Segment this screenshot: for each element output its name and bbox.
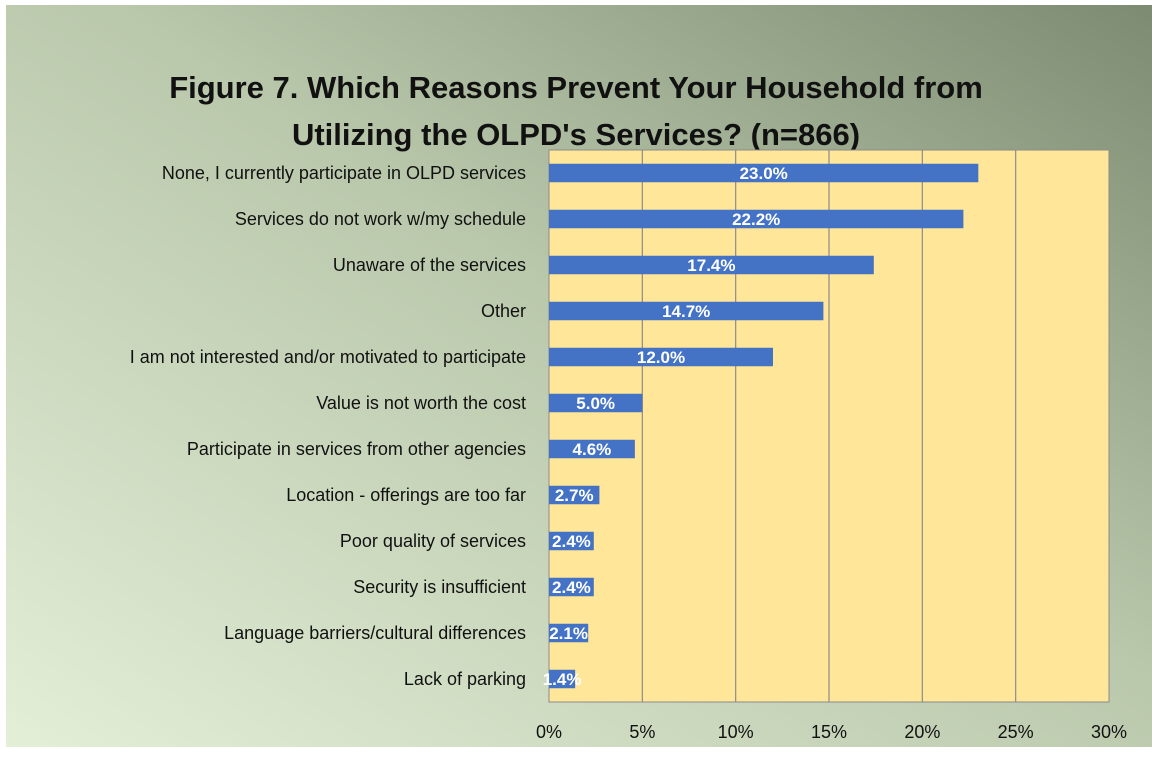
- category-label: Location - offerings are too far: [286, 485, 526, 505]
- x-tick-label: 20%: [904, 722, 940, 742]
- bars: [549, 163, 979, 689]
- x-tick-label: 5%: [629, 722, 655, 742]
- data-label: 14.7%: [662, 302, 710, 321]
- bar: [549, 209, 964, 229]
- data-label: 23.0%: [740, 164, 788, 183]
- data-label: 12.0%: [637, 348, 685, 367]
- category-label: Services do not work w/my schedule: [235, 209, 526, 229]
- gridlines: [641, 150, 1017, 702]
- x-tick-label: 25%: [998, 722, 1034, 742]
- data-label: 2.4%: [552, 532, 591, 551]
- x-tick-label: 30%: [1091, 722, 1127, 742]
- chart-title-line2: Utilizing the OLPD's Services? (n=866): [292, 117, 860, 152]
- bar: [549, 623, 589, 643]
- data-label: 2.4%: [552, 578, 591, 597]
- bar: [549, 163, 979, 183]
- bar: [549, 301, 824, 321]
- chart-title-line1: Figure 7. Which Reasons Prevent Your Hou…: [169, 70, 983, 105]
- category-label: Participate in services from other agenc…: [187, 439, 526, 459]
- bar: [549, 485, 600, 505]
- bar: [549, 577, 594, 597]
- category-label: Poor quality of services: [340, 531, 526, 551]
- category-label: I am not interested and/or motivated to …: [130, 347, 526, 367]
- bar: [549, 347, 773, 367]
- data-label: 2.1%: [549, 624, 588, 643]
- bar: [549, 393, 643, 413]
- category-label: Language barriers/cultural differences: [224, 623, 526, 643]
- category-label: Unaware of the services: [333, 255, 526, 275]
- bar: [549, 531, 594, 551]
- category-label: None, I currently participate in OLPD se…: [162, 163, 526, 183]
- bar: [549, 669, 576, 689]
- x-tick-label: 0%: [536, 722, 562, 742]
- x-tick-label: 10%: [718, 722, 754, 742]
- category-label: Lack of parking: [404, 669, 526, 689]
- data-label: 1.4%: [543, 670, 582, 689]
- data-labels: 23.0% 22.2% 17.4% 14.7% 12.0% 5.0% 4.6% 2.7% 2.4…: [543, 164, 788, 689]
- x-tick-label: 15%: [811, 722, 847, 742]
- data-label: 4.6%: [573, 440, 612, 459]
- bar: [549, 255, 874, 275]
- category-label: Value is not worth the cost: [316, 393, 526, 413]
- category-label: Other: [481, 301, 526, 321]
- data-label: 5.0%: [576, 394, 615, 413]
- x-axis-tick-labels: 0% 5% 10% 15% 20% 25% 30%: [536, 722, 1127, 742]
- category-labels: None, I currently participate in OLPD se…: [130, 163, 526, 689]
- data-label: 22.2%: [732, 210, 780, 229]
- data-label: 2.7%: [555, 486, 594, 505]
- category-label: Security is insufficient: [353, 577, 526, 597]
- data-label: 17.4%: [687, 256, 735, 275]
- bar: [549, 439, 635, 459]
